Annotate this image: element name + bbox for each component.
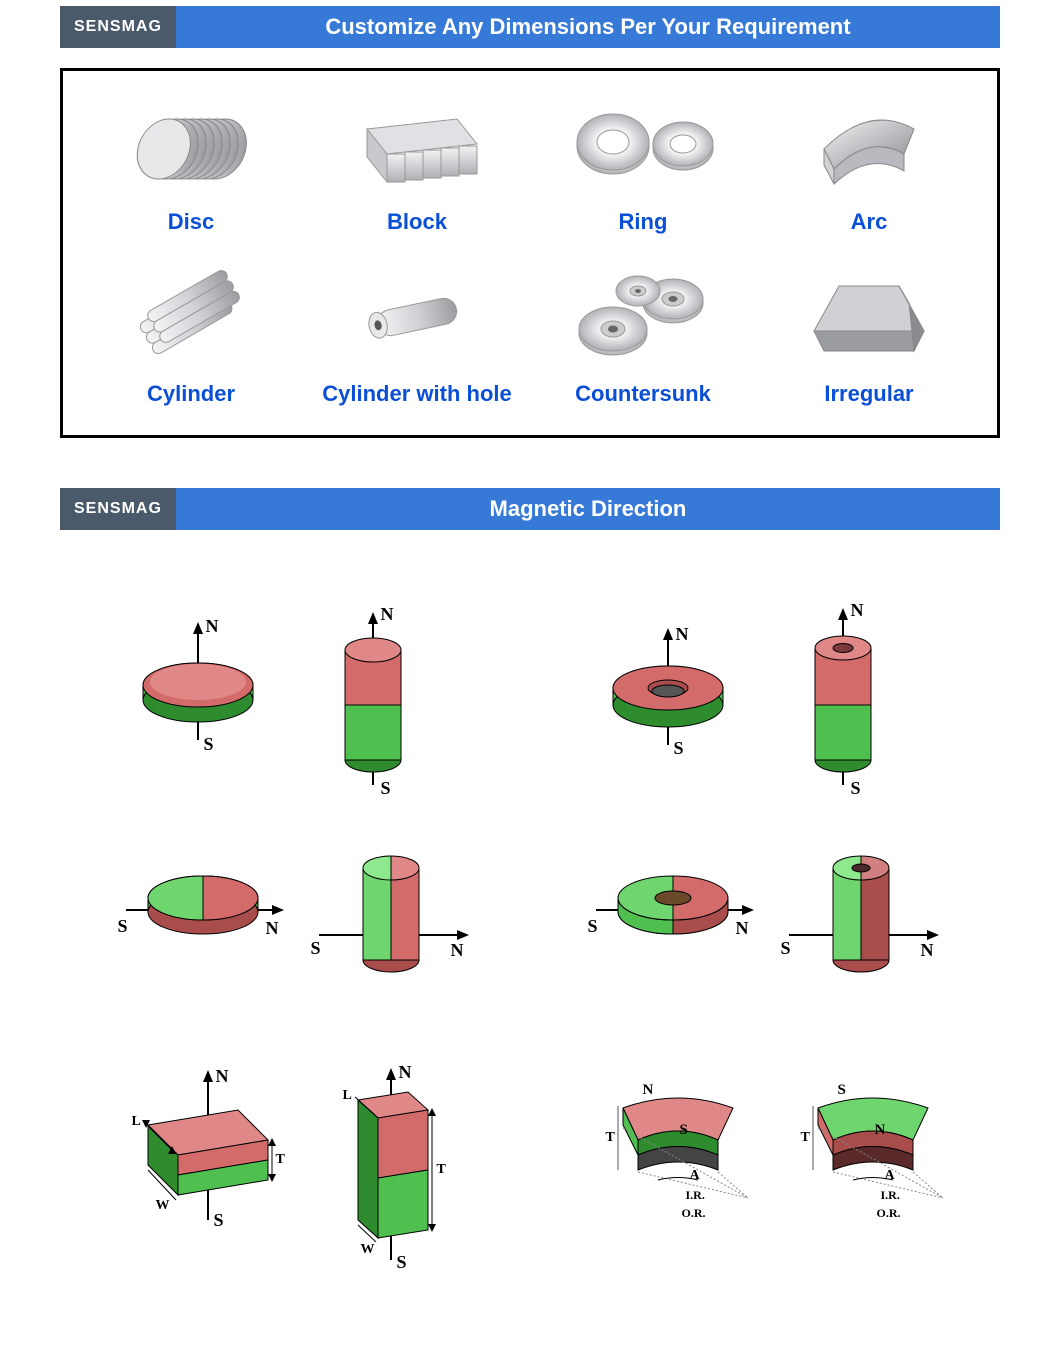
- direction-header: SENSMAG Magnetic Direction: [60, 488, 1000, 530]
- dim-w: W: [361, 1242, 375, 1258]
- pole-n: N: [921, 940, 934, 961]
- ring-axial: N S: [588, 610, 748, 780]
- pole-s: S: [680, 1122, 688, 1139]
- ring-image: [539, 89, 747, 199]
- arc-label: Arc: [851, 209, 888, 235]
- shape-countersunk: Countersunk: [535, 253, 751, 415]
- dim-t: T: [437, 1162, 446, 1178]
- pole-s: S: [311, 938, 321, 959]
- tube-diametric: S N: [783, 840, 943, 1010]
- disc-image: [87, 89, 295, 199]
- shapes-title: Customize Any Dimensions Per Your Requir…: [176, 6, 1000, 48]
- countersunk-image: [539, 261, 747, 371]
- pole-s: S: [118, 916, 128, 937]
- pole-s: S: [851, 778, 861, 799]
- brand-logo-2: SENSMAG: [60, 488, 176, 530]
- brand-logo: SENSMAG: [60, 6, 176, 48]
- pole-s: S: [214, 1210, 224, 1231]
- direction-title: Magnetic Direction: [176, 488, 1000, 530]
- ring-diametric: S N: [588, 840, 748, 1010]
- dim-ir: I.R.: [881, 1188, 900, 1203]
- dim-or: O.R.: [682, 1206, 706, 1221]
- dim-l: L: [132, 1114, 141, 1130]
- dir-ring-tube-axial: N S N S: [570, 610, 960, 780]
- block-thickness: N S L W T: [118, 1070, 278, 1240]
- pole-s: S: [674, 738, 684, 759]
- disc-label: Disc: [168, 209, 214, 235]
- arc-n-out: N S T A I.R. O.R.: [588, 1070, 748, 1240]
- dir-disc-cyl-axial: N S N S: [100, 610, 490, 780]
- dim-l: L: [343, 1088, 352, 1104]
- shape-disc: Disc: [83, 81, 299, 243]
- shapes-header: SENSMAG Customize Any Dimensions Per You…: [60, 6, 1000, 48]
- cylinder-hole-label: Cylinder with hole: [322, 381, 511, 407]
- dim-t: T: [801, 1130, 810, 1146]
- dim-ir: I.R.: [686, 1188, 705, 1203]
- countersunk-label: Countersunk: [575, 381, 711, 407]
- shape-cylinder-hole: Cylinder with hole: [309, 253, 525, 415]
- pole-s: S: [204, 734, 214, 755]
- dir-disc-cyl-diam: S N S N: [100, 840, 490, 1010]
- shape-ring: Ring: [535, 81, 751, 243]
- pole-n: N: [381, 604, 394, 625]
- pole-n: N: [399, 1062, 412, 1083]
- pole-n: N: [216, 1066, 229, 1087]
- dir-block: N S L W T N: [100, 1070, 490, 1240]
- shape-cylinder: Cylinder: [83, 253, 299, 415]
- pole-s: S: [397, 1252, 407, 1273]
- pole-s: S: [838, 1082, 846, 1099]
- irregular-label: Irregular: [824, 381, 913, 407]
- pole-n: N: [643, 1082, 654, 1099]
- shape-irregular: Irregular: [761, 253, 977, 415]
- block-length: N S L W T: [313, 1070, 473, 1240]
- dim-t: T: [606, 1130, 615, 1146]
- dim-t: T: [276, 1152, 285, 1168]
- arc-image: [765, 89, 973, 199]
- pole-n: N: [875, 1122, 886, 1139]
- shapes-panel: Disc: [60, 68, 1000, 438]
- direction-panel: N S N S: [60, 550, 1000, 1240]
- ring-label: Ring: [619, 209, 668, 235]
- block-label: Block: [387, 209, 447, 235]
- shape-arc: Arc: [761, 81, 977, 243]
- arc-s-out: S N T A I.R. O.R.: [783, 1070, 943, 1240]
- pole-n: N: [266, 918, 279, 939]
- dim-w: W: [156, 1198, 170, 1214]
- pole-s: S: [588, 916, 598, 937]
- cylinder-hole-image: [313, 261, 521, 371]
- pole-n: N: [451, 940, 464, 961]
- dim-a: A: [885, 1168, 895, 1184]
- pole-s: S: [381, 778, 391, 799]
- irregular-image: [765, 261, 973, 371]
- disc-diametric: S N: [118, 840, 278, 1010]
- cylinder-axial: N S: [313, 610, 473, 780]
- cylinder-image: [87, 261, 295, 371]
- pole-n: N: [206, 616, 219, 637]
- pole-n: N: [676, 624, 689, 645]
- shape-block: Block: [309, 81, 525, 243]
- dim-or: O.R.: [877, 1206, 901, 1221]
- pole-s: S: [781, 938, 791, 959]
- dir-ring-tube-diam: S N S N: [570, 840, 960, 1010]
- pole-n: N: [851, 600, 864, 621]
- cylinder-label: Cylinder: [147, 381, 235, 407]
- tube-axial: N S: [783, 610, 943, 780]
- block-image: [313, 89, 521, 199]
- disc-axial: N S: [118, 610, 278, 780]
- dim-a: A: [690, 1168, 700, 1184]
- cylinder-diametric: S N: [313, 840, 473, 1010]
- pole-n: N: [736, 918, 749, 939]
- dir-arc: N S T A I.R. O.R. S: [570, 1070, 960, 1240]
